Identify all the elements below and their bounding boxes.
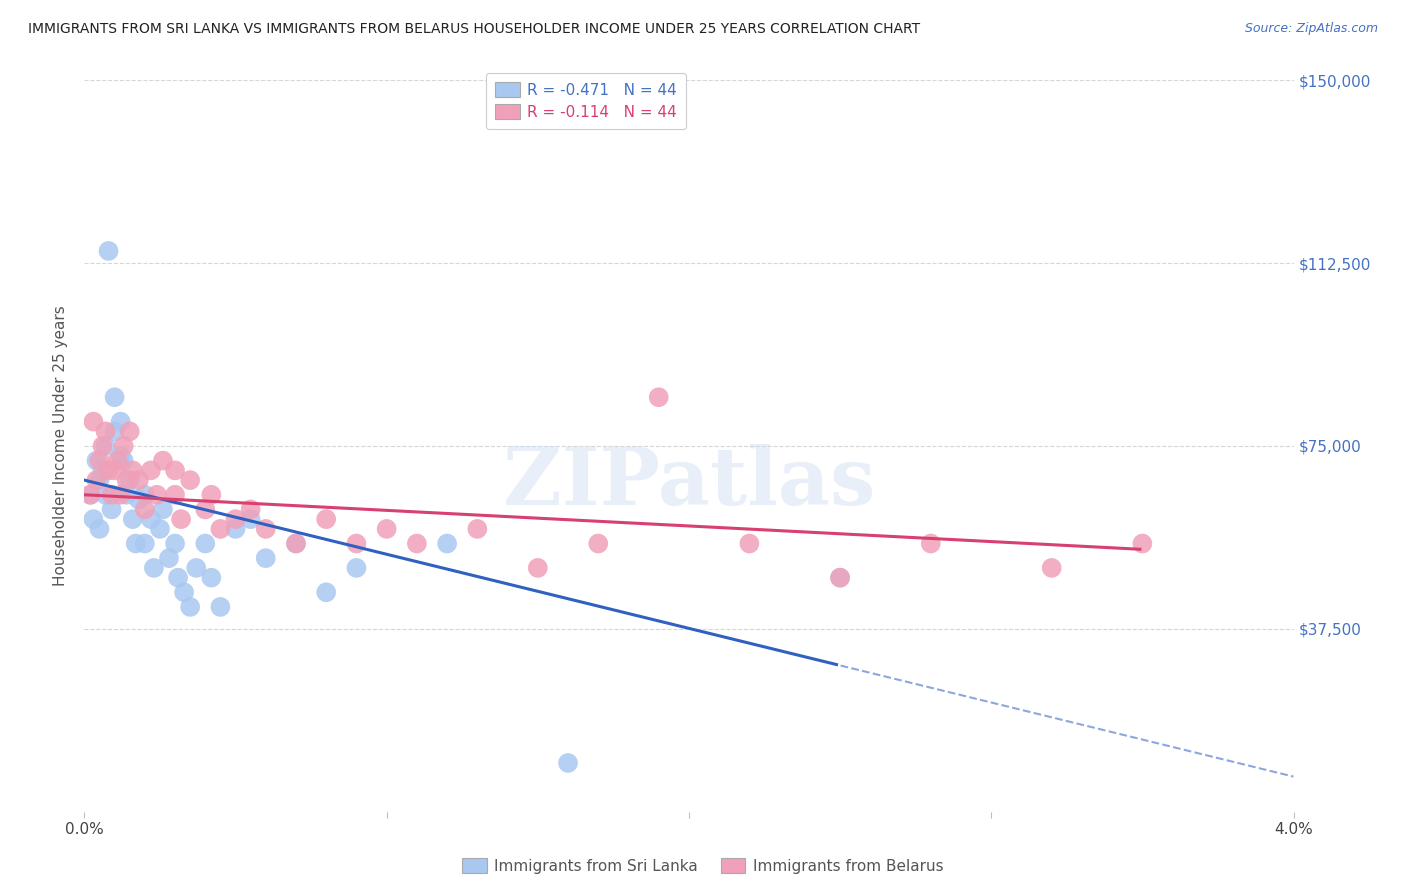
Point [239,512,262,526]
Point [285,536,308,550]
Point [315,585,337,599]
Point [157,551,180,566]
Point [134,536,156,550]
Point [1040,561,1063,575]
Point [173,585,195,599]
Point [194,502,217,516]
Legend: Immigrants from Sri Lanka, Immigrants from Belarus: Immigrants from Sri Lanka, Immigrants fr… [456,852,950,880]
Point [104,425,127,439]
Point [152,453,174,467]
Point [82,415,104,429]
Point [254,551,277,566]
Point [91,439,114,453]
Point [128,473,150,487]
Point [139,512,162,526]
Point [179,599,201,614]
Point [225,522,247,536]
Point [89,473,111,487]
Point [91,463,114,477]
Point [830,571,852,585]
Point [200,571,222,585]
Point [467,522,489,536]
Point [165,536,187,550]
Point [94,425,117,439]
Point [107,453,129,467]
Point [149,522,172,536]
Point [152,502,174,516]
Point [588,536,610,550]
Point [110,449,132,463]
Point [115,473,138,487]
Point [285,536,308,550]
Point [346,561,368,575]
Legend: R = -0.471   N = 44, R = -0.114   N = 44: R = -0.471 N = 44, R = -0.114 N = 44 [486,73,686,128]
Point [121,512,143,526]
Point [142,561,165,575]
Point [97,244,120,258]
Text: IMMIGRANTS FROM SRI LANKA VS IMMIGRANTS FROM BELARUS HOUSEHOLDER INCOME UNDER 25: IMMIGRANTS FROM SRI LANKA VS IMMIGRANTS … [28,22,921,37]
Point [79,488,101,502]
Point [186,561,208,575]
Point [104,463,127,477]
Point [94,488,117,502]
Point [79,488,101,502]
Point [170,512,193,526]
Point [406,536,429,550]
Point [86,473,108,487]
Point [89,453,111,467]
Point [209,599,232,614]
Point [104,390,127,404]
Point [179,473,201,487]
Point [110,415,132,429]
Point [200,488,222,502]
Point [146,488,169,502]
Point [128,492,150,507]
Point [375,522,398,536]
Point [648,390,671,404]
Point [346,536,368,550]
Point [112,439,135,453]
Point [830,571,852,585]
Point [165,463,187,477]
Point [167,571,190,585]
Point [110,488,132,502]
Point [557,756,579,770]
Text: Source: ZipAtlas.com: Source: ZipAtlas.com [1244,22,1378,36]
Point [100,502,122,516]
Point [194,536,217,550]
Point [121,463,143,477]
Y-axis label: Householder Income Under 25 years: Householder Income Under 25 years [53,306,69,586]
Point [436,536,458,550]
Text: ZIPatlas: ZIPatlas [503,443,875,522]
Point [115,488,138,502]
Point [209,522,232,536]
Point [239,502,262,516]
Point [100,488,122,502]
Point [1132,536,1154,550]
Point [112,453,135,467]
Point [738,536,761,550]
Point [165,488,187,502]
Point [82,512,104,526]
Point [118,473,141,487]
Point [315,512,337,526]
Point [134,502,156,516]
Point [527,561,550,575]
Point [118,425,141,439]
Point [89,522,111,536]
Point [139,463,162,477]
Point [94,439,117,453]
Point [86,453,108,467]
Point [225,512,247,526]
Point [254,522,277,536]
Point [920,536,942,550]
Point [97,463,120,477]
Point [134,488,156,502]
Point [125,536,148,550]
